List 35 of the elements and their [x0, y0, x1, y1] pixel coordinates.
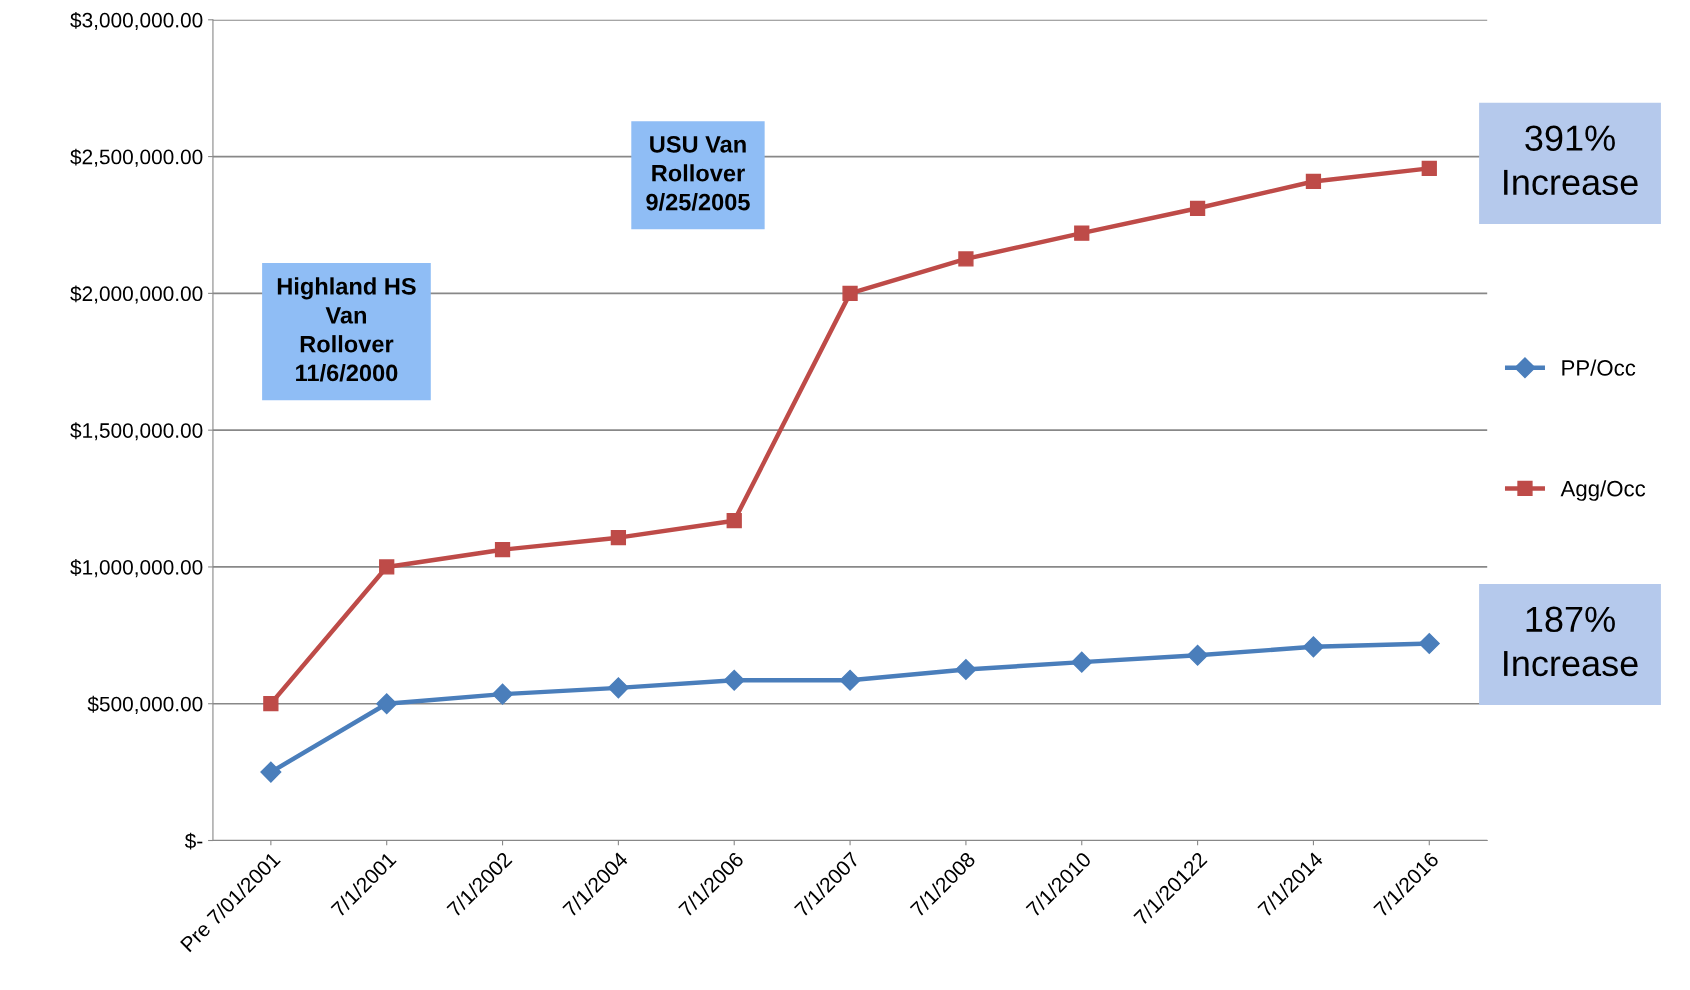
point: [1305, 173, 1322, 190]
point: [1421, 160, 1437, 176]
point: [263, 696, 279, 712]
point: [842, 285, 858, 302]
text: 187% Increase: [1504, 606, 1638, 677]
point: [726, 513, 742, 529]
annotation: Highland HS Van Rollover 11/6/2000: [277, 277, 416, 382]
text: 391% Increase: [1504, 125, 1638, 196]
point: [379, 559, 395, 575]
y-tick-label: $3,000,000.00: [70, 11, 203, 31]
y-tick-label: $1,500,000.00: [70, 422, 203, 441]
point: [839, 669, 861, 691]
point: [494, 542, 511, 558]
legend-label: Agg/Occ: [1560, 480, 1646, 501]
y-tick-label: $-: [184, 832, 203, 850]
point: [958, 251, 974, 267]
legend-label: PP/Occ: [1562, 359, 1636, 376]
point: [1187, 644, 1209, 666]
point: [723, 669, 745, 691]
y-tick-label: $1,000,000.00: [70, 559, 203, 578]
point: [260, 761, 282, 783]
point: [1418, 633, 1440, 655]
point: [955, 659, 977, 681]
y-tick-label: $500,000.00: [87, 695, 203, 714]
y-tick-label: $2,500,000.00: [70, 148, 203, 167]
y-tick-label: $2,000,000.00: [70, 285, 203, 304]
annotation: USU Van Rollover 9/25/2005: [646, 135, 750, 211]
point: [607, 677, 629, 699]
point: [376, 693, 398, 715]
point: [1074, 225, 1090, 241]
point: [1071, 651, 1093, 673]
point: [1189, 200, 1206, 216]
point: [610, 530, 627, 546]
point: [1302, 636, 1324, 658]
point: [492, 683, 514, 705]
